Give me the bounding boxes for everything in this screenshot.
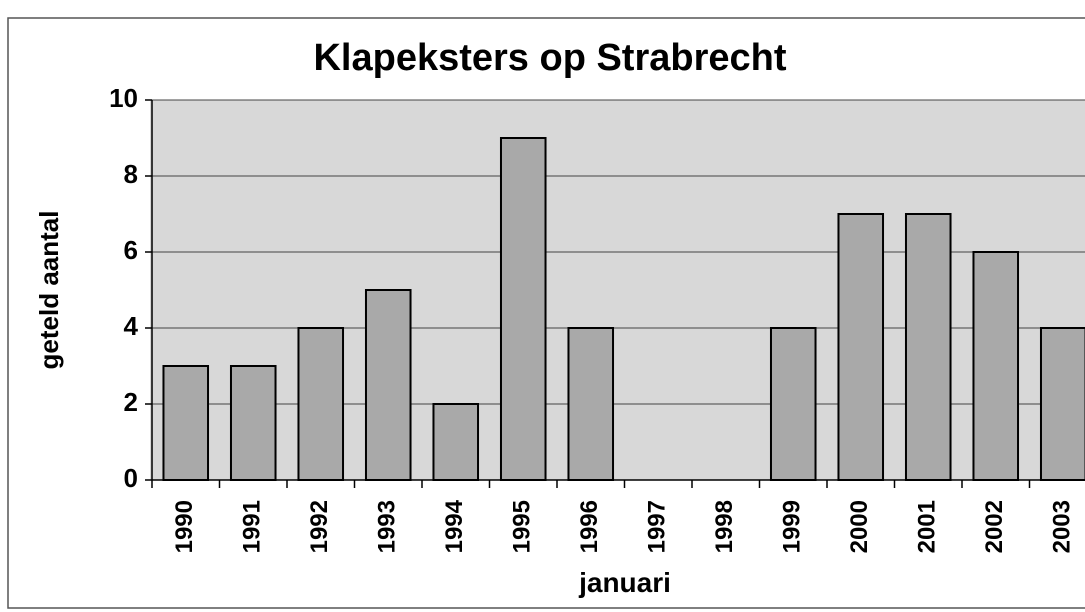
bar [567, 327, 615, 481]
y-axis-label: geteld aantal [34, 211, 64, 370]
y-tick-label: 4 [124, 311, 139, 341]
bar [769, 327, 817, 481]
x-tick-label: 1991 [239, 500, 266, 553]
x-tick-label: 1996 [576, 500, 603, 553]
x-tick-label: 1993 [374, 500, 401, 553]
bar [297, 327, 345, 481]
x-tick-label: 1999 [779, 500, 806, 553]
bar [499, 137, 547, 481]
bar [364, 289, 412, 481]
bar [1039, 327, 1085, 481]
x-tick-label: 1995 [509, 500, 536, 553]
y-tick-label: 2 [124, 387, 138, 417]
x-tick-label: 1990 [171, 500, 198, 553]
bar [432, 403, 480, 481]
bar [162, 365, 210, 481]
x-tick-label: 2002 [981, 500, 1008, 553]
x-tick-label: 2003 [1049, 500, 1076, 553]
y-tick-label: 8 [124, 159, 138, 189]
chart-title: Klapeksters op Strabrecht [313, 37, 786, 79]
bar [229, 365, 277, 481]
y-tick-label: 0 [124, 463, 138, 493]
x-tick-label: 1997 [644, 500, 671, 553]
bar [837, 213, 885, 481]
y-tick-label: 10 [109, 83, 138, 113]
y-tick-label: 6 [124, 235, 138, 265]
bar [972, 251, 1020, 481]
x-tick-label: 2000 [846, 500, 873, 553]
x-tick-label: 1994 [441, 499, 468, 553]
x-axis-label: januari [578, 567, 671, 598]
x-tick-label: 1992 [306, 500, 333, 553]
bar [904, 213, 952, 481]
x-tick-label: 2001 [914, 500, 941, 553]
x-tick-label: 1998 [711, 500, 738, 553]
